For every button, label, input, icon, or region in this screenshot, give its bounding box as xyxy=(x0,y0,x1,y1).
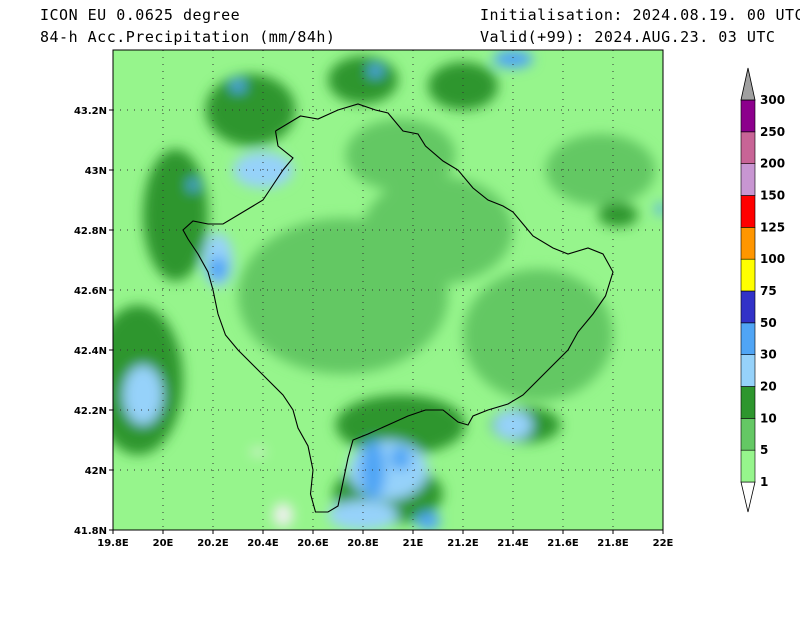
grid-lines xyxy=(113,50,663,530)
colorbar-swatch xyxy=(740,227,756,260)
x-tick-label: 21E xyxy=(403,538,424,549)
colorbar-legend: 1 5 10 20 30 50 75 100 125 150 200 250 300 xyxy=(740,67,785,513)
y-tick-label: 42.2N xyxy=(74,406,107,417)
x-tick-label: 22E xyxy=(653,538,674,549)
x-tick-label: 21.6E xyxy=(547,538,579,549)
colorbar-label: 1 xyxy=(760,475,768,489)
precip-region-10-20 xyxy=(143,149,208,281)
colorbar-swatch xyxy=(740,418,756,451)
colorbar-label: 300 xyxy=(760,93,785,107)
precip-region-1-5 xyxy=(250,449,266,455)
colorbar-label: 5 xyxy=(760,443,768,457)
init-time: Initialisation: 2024.08.19. 00 UTC xyxy=(480,6,800,24)
y-tick-label: 43.2N xyxy=(74,106,107,117)
colorbar-swatch xyxy=(740,258,756,292)
precip-region-5-10 xyxy=(463,269,613,401)
colorbar-label: 125 xyxy=(760,220,785,234)
field-title: 84-h Acc.Precipitation (mm/84h) xyxy=(40,28,336,46)
valid-time: Valid(+99): 2024.AUG.23. 03 UTC xyxy=(480,28,776,46)
precip-region-30-50 xyxy=(368,65,383,77)
country-border xyxy=(182,103,614,513)
precip-region-5-10 xyxy=(363,176,513,284)
colorbar-label: 150 xyxy=(760,189,785,203)
axes: 19.8E 20E 20.2E 20.4E 20.6E 20.8E 21E 21.2E 21.4… xyxy=(74,49,674,549)
precip-region-30-50 xyxy=(655,203,663,215)
colorbar-swatch xyxy=(740,354,756,387)
precip-region-30-50 xyxy=(208,257,228,281)
colorbar-label: 200 xyxy=(760,157,785,171)
colorbar-lower-triangle xyxy=(740,481,756,513)
precip-region-5-10 xyxy=(345,119,456,191)
precip-region-10-20 xyxy=(328,56,398,104)
precip-region-30-50 xyxy=(230,80,246,92)
colorbar-upper-triangle xyxy=(740,67,756,101)
colorbar-swatch xyxy=(740,290,756,324)
precip-region-5-10 xyxy=(545,134,656,206)
plot-area xyxy=(113,50,663,530)
precip-region-20-30 xyxy=(493,410,533,440)
precip-region-30-50 xyxy=(493,50,533,68)
y-tick-label: 42N xyxy=(85,466,107,477)
colorbar-label: 30 xyxy=(760,348,777,362)
colorbar-label: 250 xyxy=(760,125,785,139)
x-tick-label: 21.4E xyxy=(497,538,529,549)
x-tick-label: 20E xyxy=(153,538,174,549)
precip-region-30-50 xyxy=(188,179,198,191)
precip-region-20-30 xyxy=(328,500,398,530)
colorbar-label: 75 xyxy=(760,284,777,298)
precip-region-20-30 xyxy=(123,365,163,425)
field-regions xyxy=(113,50,663,530)
precip-region-30-50 xyxy=(415,512,441,530)
colorbar-label: 100 xyxy=(760,252,785,266)
colorbar-swatch xyxy=(740,99,756,133)
precip-region-1-5 xyxy=(273,503,293,527)
x-tick-label: 20.6E xyxy=(297,538,329,549)
x-tick-label: 21.2E xyxy=(447,538,479,549)
precip-region-30-50 xyxy=(390,446,411,470)
field-layer xyxy=(113,50,663,530)
model-title: ICON EU 0.0625 degree xyxy=(40,6,241,24)
colorbar-swatch xyxy=(740,195,756,228)
y-tick-label: 42.8N xyxy=(74,226,107,237)
colorbar-label: 50 xyxy=(760,316,777,330)
x-tick-label: 19.8E xyxy=(97,538,129,549)
y-tick-label: 42.6N xyxy=(74,286,107,297)
precip-region-10-20 xyxy=(205,74,296,146)
precip-region-20-30 xyxy=(348,440,428,500)
colorbar-swatch xyxy=(740,449,756,483)
y-tick-label: 42.4N xyxy=(74,346,107,357)
colorbar-label: 10 xyxy=(760,411,777,425)
colorbar-swatch xyxy=(740,322,756,355)
colorbar-swatch xyxy=(740,386,756,419)
y-tick-label: 41.8N xyxy=(74,526,107,537)
precip-region-10-20 xyxy=(598,203,638,227)
x-tick-label: 20.2E xyxy=(197,538,229,549)
x-tick-label: 20.8E xyxy=(347,538,379,549)
x-tick-label: 21.8E xyxy=(597,538,629,549)
colorbar-label: 20 xyxy=(760,380,777,394)
x-tick-label: 20.4E xyxy=(247,538,279,549)
colorbar-swatch xyxy=(740,163,756,196)
y-tick-label: 43N xyxy=(85,166,107,177)
colorbar-swatch xyxy=(740,131,756,164)
